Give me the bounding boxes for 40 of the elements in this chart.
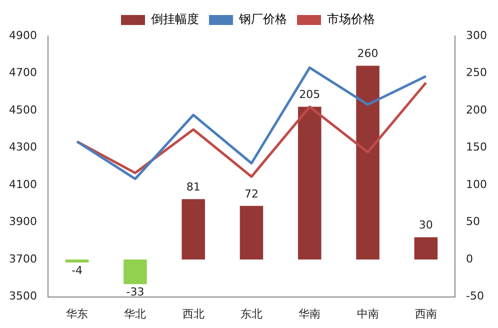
data-label: 260 bbox=[357, 47, 378, 60]
y2-tick-label: 100 bbox=[466, 178, 488, 191]
y-tick-label: 4900 bbox=[8, 28, 37, 42]
data-label: 72 bbox=[244, 187, 258, 200]
bar bbox=[356, 66, 380, 260]
legend-label: 钢厂价格 bbox=[238, 12, 287, 26]
bar bbox=[240, 206, 264, 260]
y2-tick-label: 150 bbox=[466, 140, 488, 154]
x-tick-label: 华东 bbox=[66, 307, 88, 320]
bar bbox=[65, 260, 89, 263]
data-label: 81 bbox=[186, 180, 200, 194]
y-tick-label: 3900 bbox=[8, 215, 37, 228]
bar bbox=[298, 106, 322, 260]
y2-tick-label: 300 bbox=[466, 28, 488, 42]
y-tick-label: 4100 bbox=[8, 178, 37, 191]
y2-tick-label: 250 bbox=[466, 66, 488, 80]
x-tick-label: 西南 bbox=[414, 307, 437, 320]
y-tick-label: 4500 bbox=[8, 103, 37, 116]
y2-tick-label: 200 bbox=[466, 103, 488, 116]
y2-tick-label: 0 bbox=[466, 252, 474, 266]
x-tick-label: 西北 bbox=[182, 307, 204, 320]
y-tick-label: 4300 bbox=[8, 140, 37, 154]
data-label: -4 bbox=[72, 264, 83, 277]
x-tick-label: 东北 bbox=[240, 307, 262, 320]
bar bbox=[182, 199, 205, 260]
y-tick-label: 3700 bbox=[8, 252, 37, 266]
x-tick-label: 华北 bbox=[124, 307, 146, 320]
y2-tick-label: -50 bbox=[466, 290, 484, 303]
legend-label: 市场价格 bbox=[327, 12, 375, 26]
bar bbox=[414, 237, 438, 260]
y2-tick-label: 50 bbox=[466, 215, 480, 228]
legend-label: 倒挂幅度 bbox=[151, 12, 199, 26]
data-label: 205 bbox=[299, 88, 320, 102]
data-label: 30 bbox=[418, 218, 433, 232]
y-tick-label: 4700 bbox=[8, 66, 37, 80]
x-tick-label: 华南 bbox=[298, 307, 321, 320]
x-tick-label: 中南 bbox=[356, 307, 379, 320]
bar bbox=[124, 260, 147, 284]
y-tick-label: 3500 bbox=[8, 290, 37, 303]
data-label: -33 bbox=[126, 285, 144, 298]
